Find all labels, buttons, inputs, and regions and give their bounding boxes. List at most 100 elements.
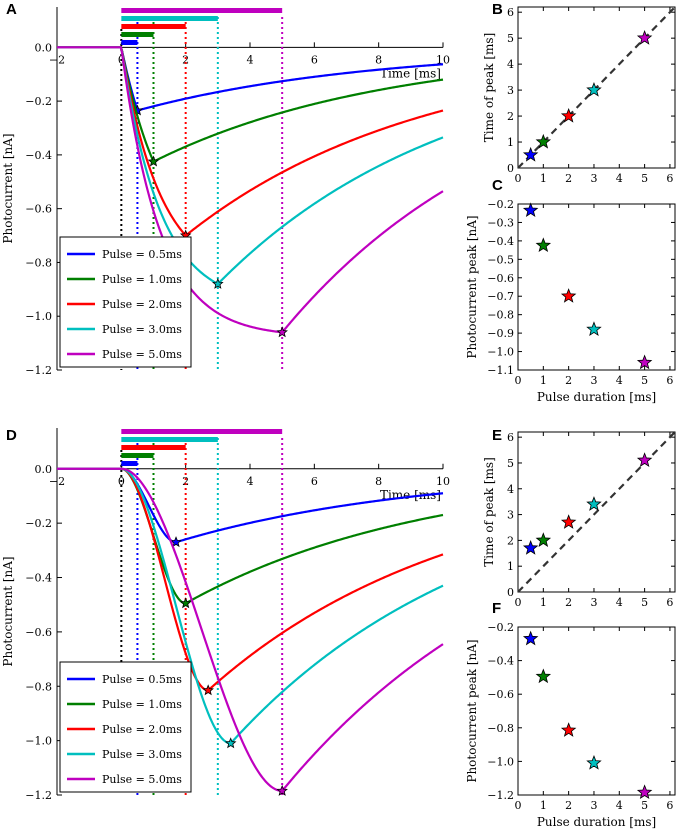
scatter-star [535,668,552,684]
pulse-bar [121,32,154,37]
x-tick-label: 2 [565,799,572,812]
x-tick-label: 6 [666,596,673,609]
y-tick-label: 5 [507,457,514,470]
pulse-bar [121,445,186,450]
x-tick-label: 0 [515,596,522,609]
peak-star [202,684,214,696]
y-tick-label: −0.4 [25,572,52,585]
scatter-star [560,514,577,529]
y-tick-label: −1.2 [25,364,52,377]
y-tick-label: −1.0 [25,310,52,323]
x-tick-label: 8 [375,53,382,66]
scatter-star [586,496,602,511]
y-tick-label: 4 [507,58,514,71]
identity-line [517,431,676,593]
x-tick-label: 6 [666,799,673,812]
y-tick-label: 3 [507,509,514,522]
panel-letter: E [492,427,502,444]
x-tick-label: 5 [641,596,648,609]
scatter-star [560,288,577,303]
legend-label: Pulse = 0.5ms [102,248,182,261]
y-tick-label: 0 [507,162,514,175]
peak-star [179,597,192,609]
y-tick-label: −0.8 [487,722,514,735]
y-axis-label: Time of peak [ms] [482,33,496,143]
x-tick-label: 3 [590,172,597,185]
scatter-star [535,237,552,253]
scatter-star [636,452,653,467]
series-line [57,467,444,793]
y-tick-label: −0.7 [487,290,514,303]
x-tick-label: 4 [616,596,623,609]
x-tick-label: 0 [515,799,522,812]
y-tick-label: −1.0 [487,755,514,768]
x-tick-label: 10 [436,475,450,488]
legend-label: Pulse = 1.0ms [102,273,182,286]
y-tick-label: −1.1 [487,364,514,377]
y-tick-label: 4 [507,483,514,496]
y-tick-label: −0.9 [487,327,514,340]
x-tick-label: 4 [616,799,623,812]
y-tick-label: 6 [507,6,514,19]
x-tick-label: 6 [311,475,318,488]
x-tick-label: 1 [540,172,547,185]
pulse-bar [121,16,218,21]
x-tick-label: 0 [515,374,522,387]
y-tick-label: −0.8 [25,680,52,693]
legend-label: Pulse = 5.0ms [102,773,182,786]
panel-letter: A [6,1,17,18]
peak-star [224,737,237,749]
y-tick-label: 3 [507,84,514,97]
panel-f: F 0 1 2 3 4 5 6 −0.2 −0.4 −0.6 −0.8 −1.0 −1.2 Pulse du… [465,600,676,829]
pulse-bar [121,461,138,466]
x-tick-label: 3 [590,596,597,609]
peak-star [147,155,160,167]
x-tick-label: 2 [565,374,572,387]
x-tick-label: 1 [540,799,547,812]
y-tick-label: 0.0 [35,41,53,54]
panel-letter: D [6,427,17,444]
scatter-star [560,722,577,737]
scatter-star [636,354,653,370]
legend-box [59,661,192,793]
y-tick-label: −0.6 [487,688,514,701]
scatter-star [522,202,539,218]
legend-label: Pulse = 3.0ms [102,748,182,761]
series-line [57,46,444,334]
x-tick-label: 2 [182,53,189,66]
y-tick-label: −1.2 [25,789,52,802]
scatter-star [522,146,539,162]
pulse-bar [121,437,218,442]
peak-star [276,784,288,796]
y-tick-label: 2 [507,110,514,123]
scatter-star [586,81,602,97]
y-tick-label: −0.8 [487,309,514,322]
x-axis-label: Pulse duration [ms] [537,815,656,829]
x-tick-label: 6 [666,172,673,185]
pulse-bar [121,453,154,458]
x-tick-label: 1 [540,596,547,609]
y-tick-label: −0.6 [25,203,52,216]
scatter-star [535,133,552,149]
x-tick-label: 0 [515,172,522,185]
y-tick-label: 6 [507,431,514,444]
panel-d: D0.0−0.2−0.4−0.6−0.8−1.0−1.2−20246810Tim… [1,427,450,802]
x-axis-label: Pulse duration [ms] [537,390,656,404]
y-tick-label: −0.2 [25,517,52,530]
y-tick-label: 1 [507,560,514,573]
y-tick-label: 5 [507,32,514,45]
y-tick-label: −0.2 [487,198,514,211]
y-tick-label: −0.8 [25,256,52,269]
peak-star [170,536,182,548]
x-tick-label: 2 [182,475,189,488]
scatter-star [522,540,539,555]
legend-label: Pulse = 5.0ms [102,348,182,361]
series-line [57,467,444,692]
scatter-star [560,107,577,123]
x-tick-label: 4 [616,172,623,185]
pulse-bar [121,429,283,434]
y-tick-label: −1.0 [25,735,52,748]
y-axis-label: Photocurrent [nA] [1,133,15,243]
scatter-star [535,532,552,547]
plot-frame [517,203,676,371]
